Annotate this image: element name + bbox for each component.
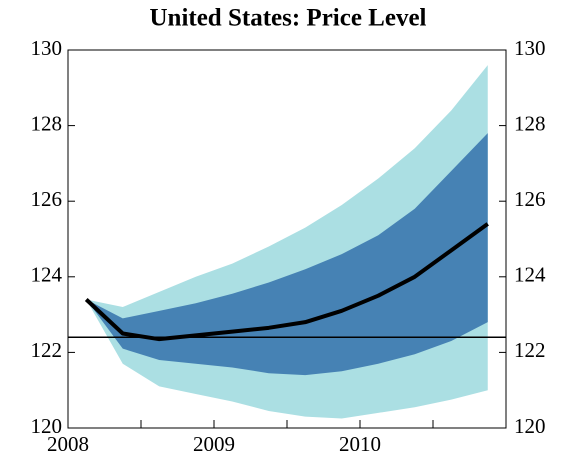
y-tick-label: 120: [31, 414, 63, 438]
y2-tick-label: 124: [514, 263, 546, 287]
x-tick-label: 2010: [339, 432, 381, 456]
y-tick-label: 122: [31, 338, 63, 362]
y2-tick-label: 128: [514, 111, 546, 135]
y2-tick-label: 122: [514, 338, 546, 362]
x-tick-label: 2009: [193, 432, 235, 456]
median-line: [84, 222, 489, 342]
y2-tick-label: 120: [514, 414, 546, 438]
y2-tick-label: 130: [514, 36, 546, 60]
chart-title: United States: Price Level: [149, 5, 426, 32]
y-tick-label: 128: [31, 111, 63, 135]
y-tick-label: 130: [31, 36, 63, 60]
y2-tick-label: 126: [514, 187, 546, 211]
y-tick-label: 124: [31, 263, 63, 287]
y-tick-label: 126: [31, 187, 63, 211]
x-tick-label: 2008: [47, 432, 89, 456]
fan-band: [86, 133, 488, 376]
